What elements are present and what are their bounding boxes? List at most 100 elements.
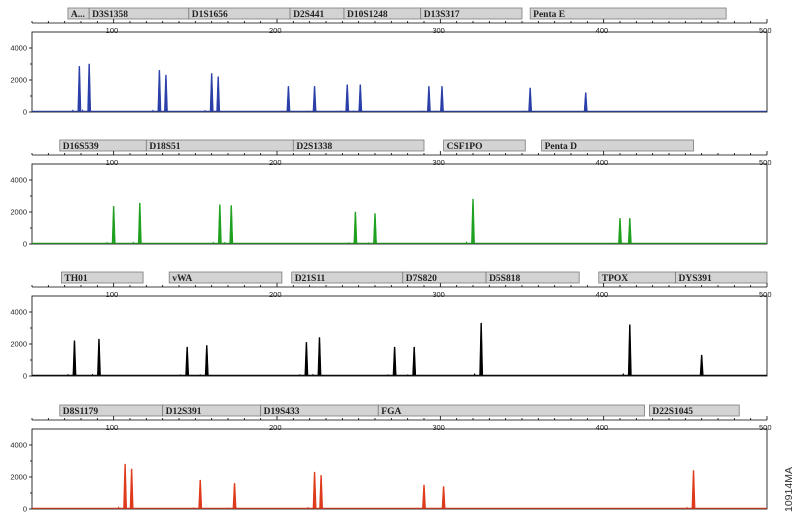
allele-peak (373, 213, 377, 244)
allele-peak (528, 87, 533, 112)
stutter-peak (81, 109, 84, 112)
allele-peak (426, 86, 431, 112)
stutter-peak (367, 242, 370, 244)
stutter-peak (612, 242, 615, 244)
marker-label: D12S391 (166, 407, 202, 417)
allele-peak (229, 205, 234, 244)
marker-label: D8S1179 (63, 407, 99, 417)
marker-label: D7S820 (406, 274, 437, 284)
stutter-peak (622, 372, 625, 376)
panel-red: D8S1179 D12S391 D19S433 FGA D22S1045 100 200 30… (10, 404, 772, 514)
allele-peak (479, 322, 484, 376)
allele-peak (216, 76, 221, 112)
marker-bin (485, 271, 580, 284)
stutter-peak (106, 241, 109, 244)
size-tick-label: 100 (106, 158, 119, 167)
allele-peak (129, 468, 134, 509)
allele-peak (317, 337, 322, 376)
allele-peak (471, 198, 475, 244)
stutter-peak (347, 242, 350, 244)
stutter-peak (298, 373, 301, 376)
rfu-tick-label: 4000 (10, 308, 27, 317)
marker-label: TPOX (602, 274, 629, 284)
marker-bin (675, 271, 768, 284)
allele-peak (358, 84, 363, 112)
stutter-peak (223, 241, 226, 244)
allele-peak (304, 342, 309, 376)
marker-bin (443, 139, 526, 152)
allele-peak (618, 218, 622, 244)
allele-peak (217, 204, 222, 244)
panels: A... D3S1358 D1S1656 D2S441 D10S1248 D13S317 P… (10, 7, 772, 514)
rfu-tick-label: 0 (23, 240, 27, 249)
rfu-tick-label: 2000 (10, 76, 27, 85)
stutter-peak (204, 109, 207, 112)
panel-green: D16S539 D18S51 D2S1338 CSF1PO Penta D 100 200 3… (10, 139, 772, 249)
marker-bin (168, 271, 283, 284)
stutter-peak (307, 506, 310, 509)
plot-frame (31, 295, 768, 377)
allele-peak (312, 471, 317, 509)
allele-peak (286, 86, 291, 112)
marker-label: vWA (172, 274, 192, 284)
stutter-peak (685, 506, 688, 509)
size-tick-label: 100 (106, 423, 119, 432)
stutter-peak (339, 110, 342, 112)
size-tick-label: 500 (759, 158, 772, 167)
rfu-tick-label: 0 (23, 108, 27, 117)
stutter-peak (158, 109, 161, 112)
size-tick-label: 500 (759, 290, 772, 299)
stutter-peak (421, 110, 424, 112)
size-tick-label: 500 (759, 26, 772, 35)
panel-blue: A... D3S1358 D1S1656 D2S441 D10S1248 D13S317 P… (10, 7, 772, 117)
allele-peak (123, 463, 128, 509)
stutter-peak (416, 507, 419, 509)
allele-peak (72, 340, 77, 376)
marker-label: D5S818 (489, 274, 520, 284)
allele-peak (392, 346, 397, 376)
marker-bin (61, 271, 144, 284)
allele-peak (87, 63, 92, 112)
stutter-peak (124, 506, 127, 509)
size-tick-label: 200 (269, 423, 282, 432)
size-tick-label: 200 (269, 290, 282, 299)
size-tick-label: 300 (432, 423, 445, 432)
stutter-peak (210, 109, 213, 112)
panel-black: TH01 vWA D21S11 D7S820 D5S818 TPOX DYS391 100 20… (10, 271, 772, 381)
stutter-peak (387, 374, 390, 376)
plot-frame (31, 428, 768, 510)
allele-peak (440, 86, 444, 112)
marker-label: Penta D (545, 142, 578, 152)
size-tick-label: 100 (106, 290, 119, 299)
rfu-tick-label: 2000 (10, 340, 27, 349)
size-tick-label: 300 (432, 26, 445, 35)
marker-label: D13S317 (424, 10, 460, 20)
allele-peak (164, 74, 168, 112)
allele-peak (77, 66, 82, 112)
marker-bin (292, 139, 425, 152)
rfu-tick-label: 4000 (10, 44, 27, 53)
stutter-peak (71, 109, 74, 112)
allele-peak (185, 346, 190, 376)
size-tick-label: 400 (596, 423, 609, 432)
marker-label: D2S441 (293, 10, 324, 20)
rfu-tick-label: 0 (23, 505, 27, 514)
stutter-peak (117, 506, 120, 509)
marker-label: D10S1248 (347, 10, 388, 20)
allele-peak (627, 324, 632, 376)
stutter-peak (151, 109, 154, 112)
size-tick-label: 200 (269, 26, 282, 35)
stutter-peak (311, 373, 314, 376)
stutter-peak (473, 372, 476, 376)
marker-label: D1S1656 (192, 10, 228, 20)
stutter-peak (307, 110, 310, 112)
stutter-peak (66, 373, 69, 376)
marker-label: D2S1338 (296, 142, 332, 152)
marker-label: FGA (381, 407, 401, 417)
allele-peak (422, 484, 426, 509)
marker-label: D19S433 (264, 407, 300, 417)
allele-peak (111, 206, 116, 244)
stutter-peak (352, 110, 355, 112)
stutter-peak (132, 241, 135, 244)
